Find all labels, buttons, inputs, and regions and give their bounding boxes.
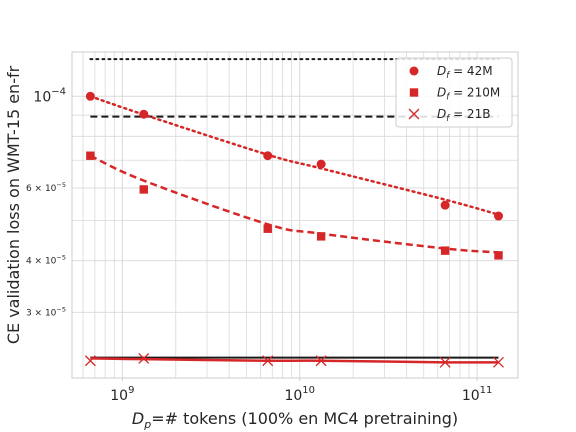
- legend-marker-0: [409, 66, 419, 76]
- data-point-s2-0: [84, 355, 96, 367]
- data-point-s0-4: [440, 200, 450, 210]
- y-minor-tick-label: 3 × 10−5: [26, 305, 66, 318]
- y-tick-label: 10−4: [33, 86, 66, 105]
- data-point-s1-5: [494, 251, 503, 260]
- legend-label-1: Df = 210M: [437, 86, 500, 103]
- data-point-s2-4: [439, 356, 451, 368]
- data-point-s0-2: [263, 151, 273, 161]
- legend-label-2: Df = 21B: [437, 107, 490, 124]
- legend-box: [395, 57, 513, 128]
- data-point-s0-5: [494, 211, 504, 221]
- data-point-s0-3: [316, 159, 326, 169]
- y-axis-label: CE validation loss on WMT-15 en-fr: [4, 65, 23, 344]
- data-point-s1-1: [139, 185, 148, 194]
- data-point-s2-2: [262, 355, 274, 367]
- x-tick-label: 109: [110, 385, 134, 404]
- x-tick-label: 1011: [462, 385, 493, 404]
- data-point-s1-4: [440, 246, 450, 255]
- data-point-s1-2: [263, 224, 272, 233]
- y-minor-tick-label: 4 × 10−5: [26, 254, 66, 267]
- x-tick-label: 1010: [284, 385, 315, 404]
- x-axis-label: Dp=# tokens (100% en MC4 pretraining): [132, 409, 458, 431]
- data-point-s2-3: [315, 355, 327, 367]
- legend-marker-2: [408, 108, 420, 120]
- plot-frame: [71, 51, 519, 379]
- y-minor-tick-label: 6 × 10−5: [26, 181, 66, 194]
- legend: Df = 42M Df = 210M Df = 21B: [395, 57, 513, 128]
- data-point-s0-0: [85, 91, 95, 101]
- data-point-s1-0: [86, 151, 95, 160]
- data-point-s1-3: [316, 232, 326, 241]
- data-point-s0-1: [139, 109, 149, 119]
- data-point-s2-5: [493, 356, 504, 368]
- data-point-s2-1: [138, 352, 150, 364]
- legend-label-0: Df = 42M: [437, 64, 493, 81]
- legend-marker-1: [409, 88, 419, 97]
